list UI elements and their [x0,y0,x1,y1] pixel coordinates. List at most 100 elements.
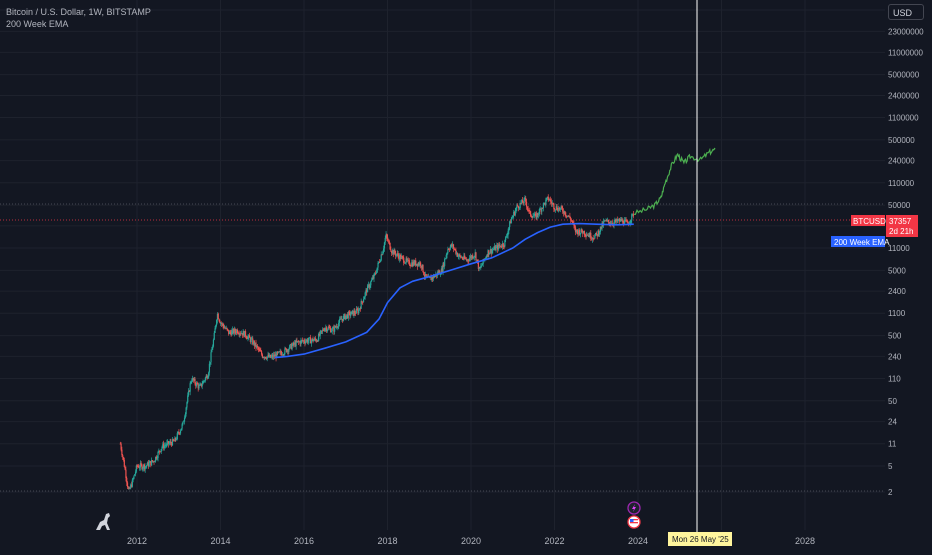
candle-body [475,252,477,261]
candle-body [444,258,447,260]
candle-body [232,328,234,331]
candle-body [534,213,536,215]
x-tick-label: 2012 [127,536,147,546]
candle-body [180,428,182,431]
candle-body [224,327,227,329]
candle-body [159,450,161,452]
x-tick-label: 2020 [461,536,481,546]
candle-body [557,209,559,212]
candle-body [583,230,585,235]
candle-body [330,330,333,333]
candle-body [593,238,595,240]
candle-body [358,308,361,310]
candle-body [357,309,359,314]
candle-body [472,257,475,259]
candle-body [167,441,169,443]
candle-body [240,333,242,335]
y-tick-label: 24 [888,418,897,427]
candle-body [298,341,300,343]
candle-body [503,246,505,248]
indicator-title[interactable]: 200 Week EMA [6,19,69,29]
candle-body [615,219,617,222]
candle-body [127,487,129,489]
candle-body [306,339,308,343]
candle-body [143,464,145,470]
candle-body [611,223,614,225]
candle-body [315,339,317,342]
symbol-title[interactable]: Bitcoin / U.S. Dollar, 1W, BITSTAMP [6,7,151,17]
candle-body [399,254,402,259]
candle-body [488,250,490,255]
candle-body [578,229,581,235]
candle-body [327,327,329,330]
candle-body [244,331,247,337]
us-flag-event-icon[interactable] [627,515,641,529]
candle-body [346,314,349,319]
candle-body [485,258,487,259]
candle-body [493,246,496,250]
candle-body [252,338,254,345]
candle-body [407,259,410,261]
candle-body [413,261,415,265]
last-price-tag-bg [886,215,918,237]
candle-body [163,445,166,449]
candle-body [278,351,280,353]
candle-body [146,465,148,467]
candle-body [410,265,412,267]
candle-body [569,215,571,219]
y-tick-label: 240000 [888,157,915,166]
candle-body [185,407,187,415]
candle-body [476,259,478,261]
candle-body [477,261,479,269]
candle-body [272,355,274,358]
candle-body [530,215,532,217]
candle-body [299,341,301,345]
candle-body [377,262,379,268]
candle-body [459,254,461,256]
candle-body [318,333,320,342]
candle-body [319,331,321,336]
candle-body [317,340,319,342]
candle-body [416,263,418,267]
candle-body [470,256,472,259]
currency-button[interactable]: USD [888,4,924,20]
candle-body [329,327,331,329]
candle-body [576,229,578,232]
candle-body [553,203,555,210]
candle-body [510,218,512,224]
price-axis[interactable]: 4900000023000000110000005000000240000011… [888,6,924,497]
candle-body [318,333,321,336]
candle-body [282,354,284,356]
candle-body [443,263,445,267]
candle-body [471,255,473,259]
candle-body [229,331,231,333]
candle-body [588,234,590,238]
candle-body [137,466,139,467]
candle-body [517,205,519,207]
candle-body [204,380,206,382]
candle-body [189,383,191,392]
candle-body [486,256,488,257]
candle-body [320,330,322,332]
candle-body [505,236,508,238]
candle-body [200,383,202,387]
candle-body [155,456,158,459]
candle-body [350,314,352,316]
candle-body [286,349,288,353]
candle-body [509,221,511,228]
dinosaur-logo-icon[interactable] [96,513,110,530]
candle-body [570,218,572,221]
candle-body [581,228,583,232]
candle-body [277,351,280,353]
candle-body [218,318,220,321]
candle-body [355,309,357,314]
candle-body [482,259,484,265]
x-tick-label: 2022 [544,536,564,546]
candle-body [233,328,235,334]
lightning-event-icon[interactable] [627,501,641,515]
candle-body [251,338,253,340]
candle-body [398,255,400,260]
candle-body [332,327,334,329]
